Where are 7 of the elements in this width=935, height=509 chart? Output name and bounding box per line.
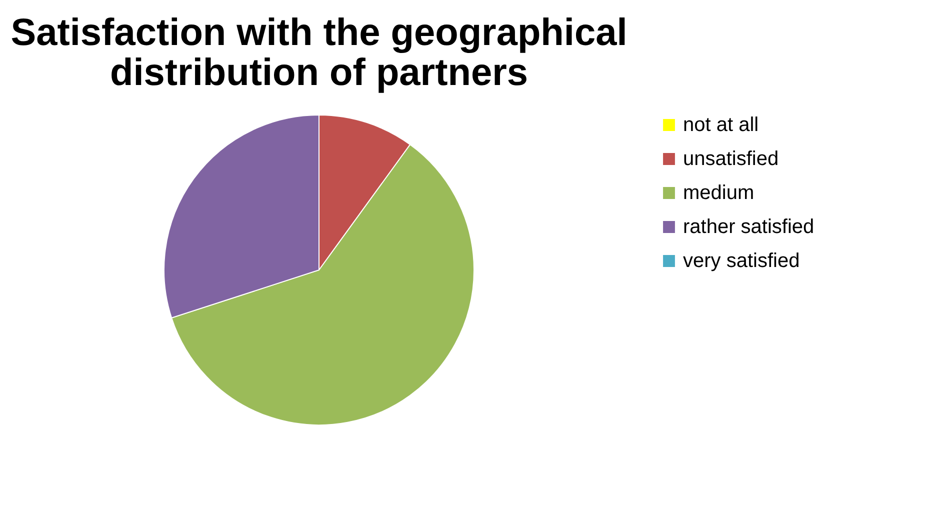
legend-label: very satisfied xyxy=(683,250,800,272)
legend-label: medium xyxy=(683,182,754,204)
legend-label: unsatisfied xyxy=(683,148,779,170)
text: distribution of partners xyxy=(110,52,528,94)
text: Satisfaction with the geographical xyxy=(10,12,628,54)
legend-label: rather satisfied xyxy=(683,216,814,238)
legend-label: not at all xyxy=(683,114,759,136)
